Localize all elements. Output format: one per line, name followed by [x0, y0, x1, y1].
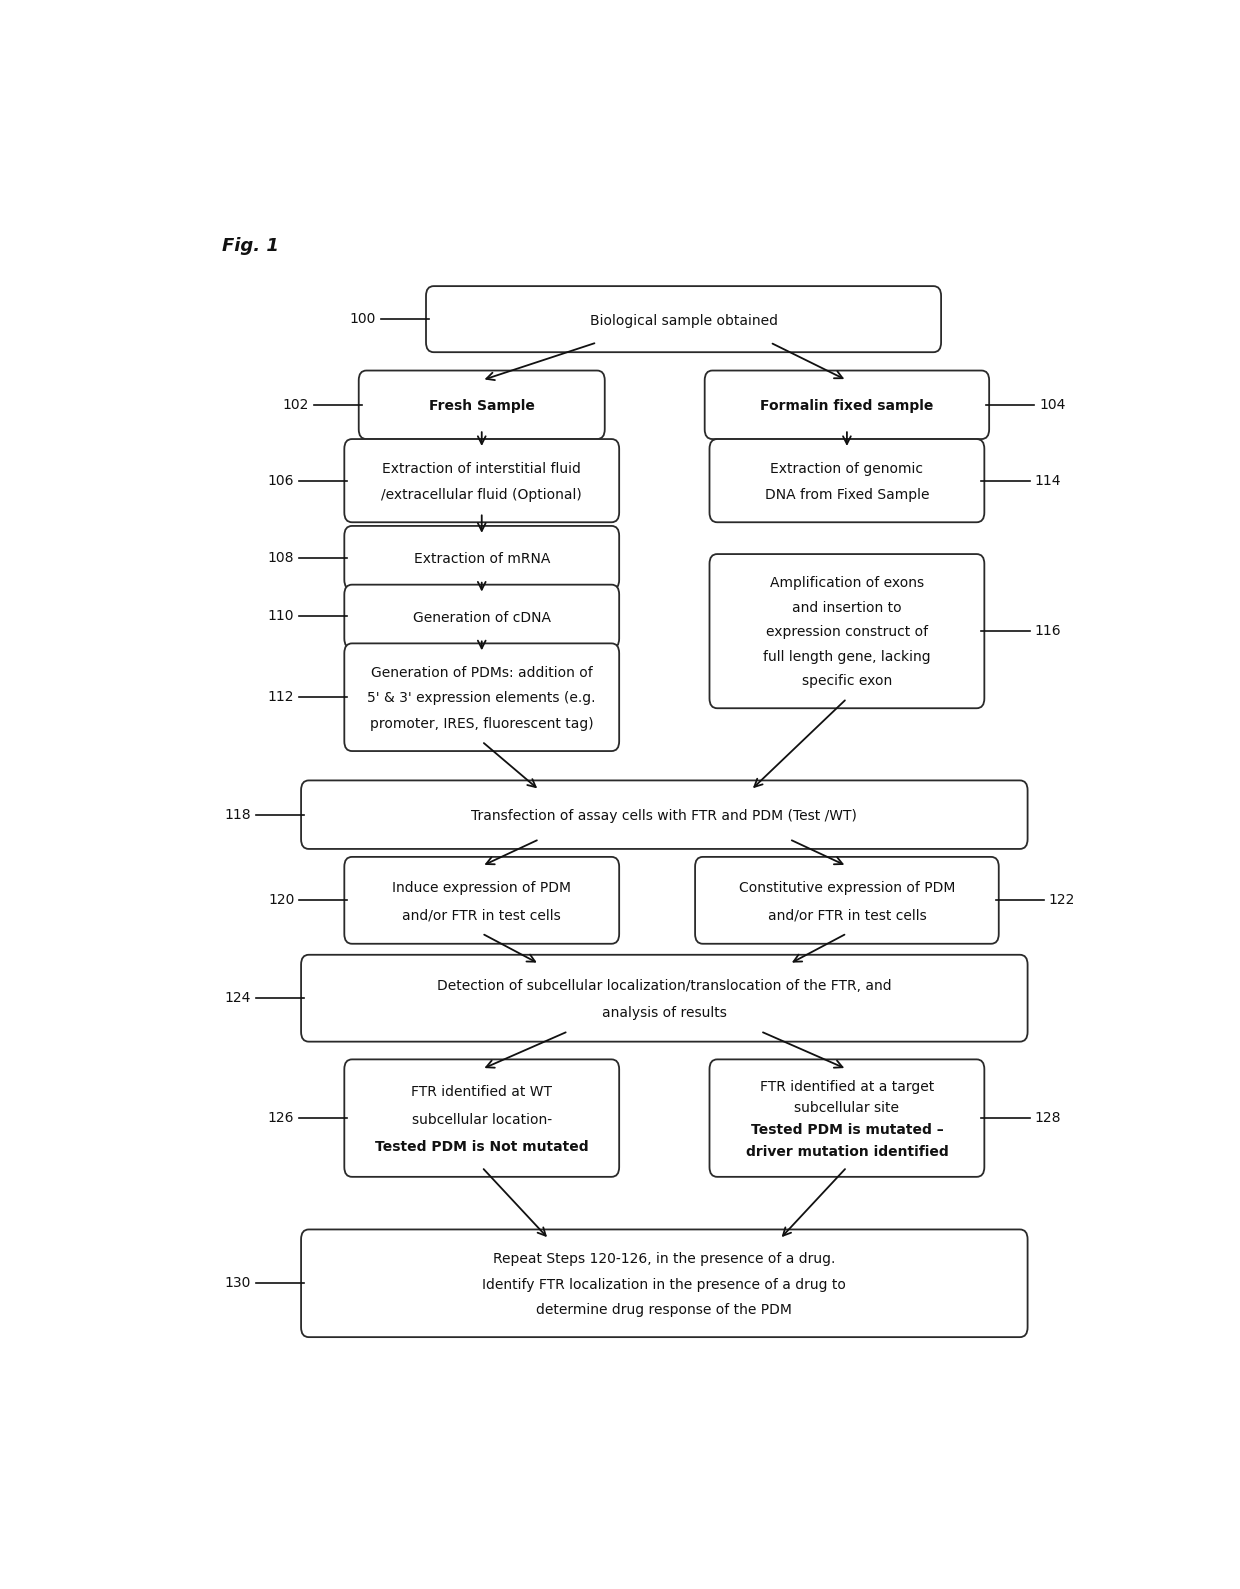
Text: Repeat Steps 120-126, in the presence of a drug.: Repeat Steps 120-126, in the presence of…: [494, 1252, 836, 1266]
Text: and/or FTR in test cells: and/or FTR in test cells: [402, 909, 562, 922]
Text: Amplification of exons: Amplification of exons: [770, 577, 924, 591]
FancyBboxPatch shape: [345, 1060, 619, 1177]
Text: subcellular site: subcellular site: [795, 1101, 899, 1115]
Text: 104: 104: [1039, 397, 1065, 412]
FancyBboxPatch shape: [345, 585, 619, 648]
Text: promoter, IRES, fluorescent tag): promoter, IRES, fluorescent tag): [370, 717, 594, 731]
Text: full length gene, lacking: full length gene, lacking: [763, 650, 931, 664]
Text: 100: 100: [350, 311, 376, 326]
Text: specific exon: specific exon: [802, 674, 892, 688]
Text: and insertion to: and insertion to: [792, 601, 901, 615]
Text: 110: 110: [268, 610, 294, 623]
Text: subcellular location-: subcellular location-: [412, 1112, 552, 1127]
FancyBboxPatch shape: [709, 1060, 985, 1177]
Text: Identify FTR localization in the presence of a drug to: Identify FTR localization in the presenc…: [482, 1278, 846, 1292]
FancyBboxPatch shape: [345, 644, 619, 752]
Text: analysis of results: analysis of results: [601, 1006, 727, 1020]
Text: /extracellular fluid (Optional): /extracellular fluid (Optional): [382, 488, 582, 502]
Text: 102: 102: [283, 397, 309, 412]
Text: Detection of subcellular localization/translocation of the FTR, and: Detection of subcellular localization/tr…: [436, 979, 892, 993]
Text: Fig. 1: Fig. 1: [222, 237, 279, 254]
FancyBboxPatch shape: [427, 286, 941, 353]
Text: Extraction of genomic: Extraction of genomic: [770, 462, 924, 477]
Text: 112: 112: [268, 690, 294, 704]
Text: 108: 108: [268, 551, 294, 564]
FancyBboxPatch shape: [345, 439, 619, 523]
Text: driver mutation identified: driver mutation identified: [745, 1144, 949, 1158]
Text: 106: 106: [268, 474, 294, 488]
Text: Extraction of interstitial fluid: Extraction of interstitial fluid: [382, 462, 582, 477]
Text: Extraction of mRNA: Extraction of mRNA: [414, 553, 549, 566]
Text: expression construct of: expression construct of: [766, 626, 928, 639]
Text: 126: 126: [268, 1111, 294, 1125]
FancyBboxPatch shape: [696, 856, 998, 944]
Text: DNA from Fixed Sample: DNA from Fixed Sample: [765, 488, 929, 502]
Text: Transfection of assay cells with FTR and PDM (Test /WT): Transfection of assay cells with FTR and…: [471, 809, 857, 823]
Text: 130: 130: [224, 1276, 250, 1290]
Text: 124: 124: [224, 992, 250, 1006]
Text: FTR identified at a target: FTR identified at a target: [760, 1079, 934, 1093]
Text: Constitutive expression of PDM: Constitutive expression of PDM: [739, 882, 955, 895]
Text: 122: 122: [1049, 893, 1075, 907]
FancyBboxPatch shape: [709, 439, 985, 523]
Text: 116: 116: [1034, 624, 1061, 639]
Text: 128: 128: [1034, 1111, 1060, 1125]
Text: 5' & 3' expression elements (e.g.: 5' & 3' expression elements (e.g.: [367, 691, 596, 706]
Text: Tested PDM is Not mutated: Tested PDM is Not mutated: [374, 1141, 589, 1155]
FancyBboxPatch shape: [345, 526, 619, 590]
FancyBboxPatch shape: [345, 856, 619, 944]
FancyBboxPatch shape: [704, 370, 990, 439]
Text: Biological sample obtained: Biological sample obtained: [589, 313, 777, 327]
Text: determine drug response of the PDM: determine drug response of the PDM: [537, 1303, 792, 1317]
Text: Fresh Sample: Fresh Sample: [429, 399, 534, 413]
Text: 120: 120: [268, 893, 294, 907]
Text: FTR identified at WT: FTR identified at WT: [412, 1085, 552, 1098]
Text: 118: 118: [224, 807, 250, 822]
Text: Tested PDM is mutated –: Tested PDM is mutated –: [750, 1123, 944, 1138]
Text: and/or FTR in test cells: and/or FTR in test cells: [768, 909, 926, 922]
FancyBboxPatch shape: [358, 370, 605, 439]
Text: Generation of cDNA: Generation of cDNA: [413, 610, 551, 624]
Text: Formalin fixed sample: Formalin fixed sample: [760, 399, 934, 413]
Text: Generation of PDMs: addition of: Generation of PDMs: addition of: [371, 666, 593, 680]
FancyBboxPatch shape: [301, 1230, 1028, 1336]
FancyBboxPatch shape: [709, 555, 985, 709]
FancyBboxPatch shape: [301, 780, 1028, 849]
Text: 114: 114: [1034, 474, 1060, 488]
FancyBboxPatch shape: [301, 955, 1028, 1042]
Text: Induce expression of PDM: Induce expression of PDM: [392, 882, 572, 895]
